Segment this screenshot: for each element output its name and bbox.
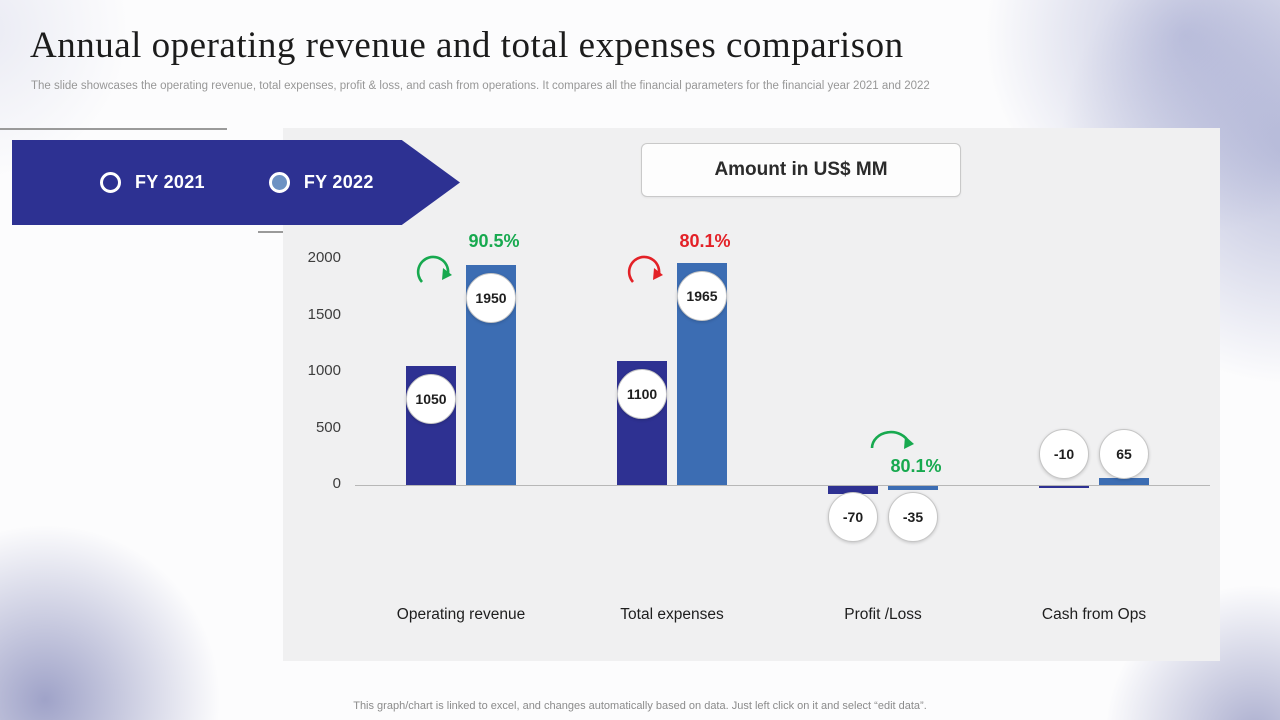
amount-unit-box: Amount in US$ MM <box>641 143 961 197</box>
x-category-label: Profit /Loss <box>844 606 922 623</box>
curl-growth-arrow-icon <box>619 244 665 293</box>
legend-item-fy2021[interactable]: FY 2021 <box>100 172 205 193</box>
bar-fy2021-cat3 <box>1039 486 1089 488</box>
y-tick-label: 2000 <box>307 249 341 266</box>
bar-fy2021-cat2 <box>828 486 878 494</box>
value-badge: 1950 <box>466 272 516 323</box>
curl-growth-arrow-icon <box>408 244 454 293</box>
bar-fy2022-cat3 <box>1099 477 1149 485</box>
legend-label-fy2021: FY 2021 <box>135 172 205 192</box>
decorative-line-top <box>0 128 227 130</box>
value-badge: 1050 <box>406 374 456 425</box>
x-category-label: Operating revenue <box>396 606 526 623</box>
chart-panel[interactable]: 0 500 1000 1500 2000 1050 1100 -70 -10 1950 1965 -3… <box>283 128 1220 661</box>
x-axis-line <box>355 485 1210 486</box>
radio-selected-icon <box>268 172 290 193</box>
value-badge: -35 <box>888 492 938 542</box>
legend-label-fy2022: FY 2022 <box>303 172 374 192</box>
value-badge: -10 <box>1039 429 1089 479</box>
page-subtitle: The slide showcases the operating revenu… <box>31 80 930 92</box>
growth-annotation: 80.1% <box>890 456 942 476</box>
growth-annotation: 80.1% <box>679 231 731 251</box>
legend-item-fy2022[interactable]: FY 2022 <box>268 172 374 193</box>
page-title: Annual operating revenue and total expen… <box>30 25 904 66</box>
y-tick-label: 500 <box>315 418 341 436</box>
x-category-label: Cash from Ops <box>1041 606 1147 623</box>
value-badge: 1100 <box>617 368 667 419</box>
arc-growth-arrow-icon <box>864 416 918 459</box>
bar-fy2022-cat2 <box>888 486 938 490</box>
value-badge: 1965 <box>677 270 727 321</box>
chart-plot: 0 500 1000 1500 2000 1050 1100 -70 -10 1950 1965 -3… <box>283 128 1220 661</box>
value-badge: -70 <box>828 492 878 542</box>
footer-note: This graph/chart is linked to excel, and… <box>353 700 927 712</box>
y-tick-label: 1500 <box>307 305 341 323</box>
x-category-label: Total expenses <box>620 606 724 623</box>
growth-annotation: 90.5% <box>468 231 520 251</box>
legend-banner: FY 2021 FY 2022 <box>12 140 460 225</box>
y-tick-label: 1000 <box>307 362 341 379</box>
radio-unselected-icon <box>100 172 121 193</box>
y-tick-label: 0 <box>332 475 341 492</box>
value-badge: 65 <box>1099 429 1149 479</box>
amount-unit-label: Amount in US$ MM <box>714 159 888 180</box>
